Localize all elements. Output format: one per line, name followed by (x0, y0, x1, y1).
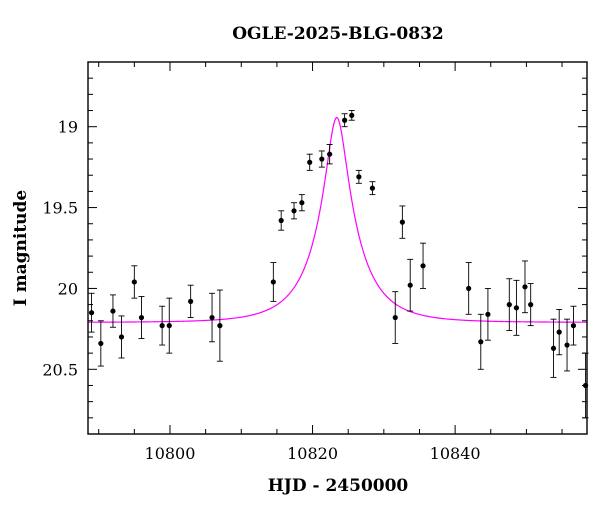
y-tick-label: 19 (58, 118, 78, 137)
data-point (528, 302, 534, 308)
data-point (420, 263, 426, 269)
data-point (342, 117, 348, 123)
data-point (319, 156, 325, 162)
data-point (291, 208, 297, 214)
data-point (299, 200, 305, 206)
chart-title: OGLE-2025-BLG-0832 (232, 24, 444, 44)
data-point (110, 308, 116, 314)
data-point (270, 279, 276, 285)
data-point (478, 339, 484, 345)
data-point (278, 217, 284, 224)
data-point (138, 314, 145, 321)
data-point (399, 219, 405, 225)
data-point (98, 340, 104, 347)
data-point (188, 298, 194, 304)
data-point (564, 342, 570, 348)
data-point (209, 314, 215, 321)
plot-frame (87, 61, 588, 435)
data-point (506, 302, 512, 308)
x-axis-label: HJD - 2450000 (268, 476, 409, 496)
data-point (88, 310, 95, 316)
y-axis-label: I magnitude (11, 190, 31, 307)
data-point (556, 329, 562, 335)
data-point (159, 323, 165, 329)
data-point (327, 151, 333, 157)
x-tick-label: 10840 (430, 444, 481, 463)
data-point (217, 323, 223, 329)
y-tick-label: 20.5 (42, 360, 78, 379)
plot-area (88, 110, 589, 419)
data-point (466, 285, 472, 292)
data-point (513, 305, 520, 311)
data-point (407, 282, 413, 288)
data-point (307, 159, 313, 165)
axis-ticks: 10800 10820 10840 19 19.5 20 20.5 (42, 61, 587, 463)
data-point (550, 345, 557, 351)
x-tick-label: 10820 (287, 444, 338, 463)
data-point (118, 334, 125, 340)
y-tick-label: 20 (58, 279, 78, 298)
model-curve (88, 116, 587, 323)
data-point (131, 279, 137, 285)
data-point (356, 174, 362, 180)
data-point (369, 185, 376, 191)
data-point (166, 323, 172, 329)
x-tick-label: 10800 (145, 444, 196, 463)
data-point (392, 314, 398, 321)
data-point (570, 323, 577, 329)
data-point (349, 112, 355, 118)
data-point (522, 284, 528, 290)
y-tick-label: 19.5 (42, 199, 78, 218)
data-point (485, 311, 491, 317)
